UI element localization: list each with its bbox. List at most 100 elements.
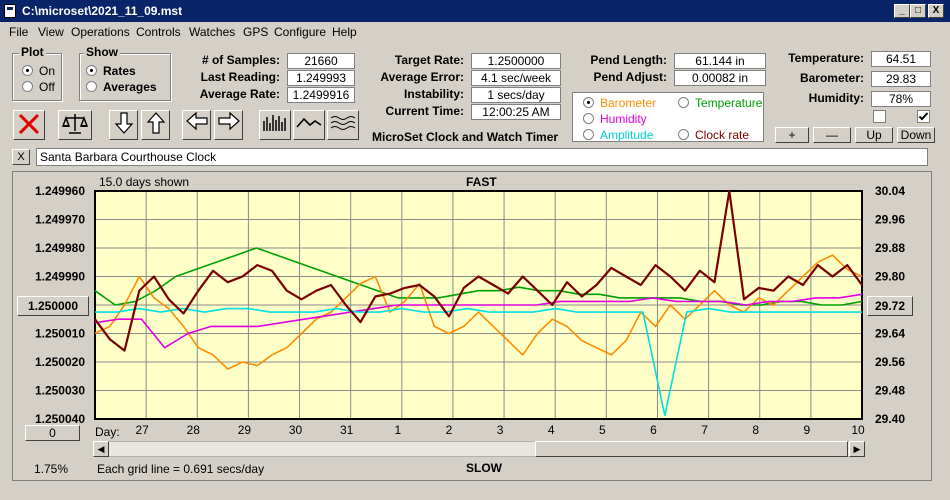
- barometer-value: 29.83: [871, 71, 931, 87]
- series-clockrate-radio[interactable]: [678, 129, 689, 140]
- line-graph-icon: [296, 117, 322, 128]
- menu-gps[interactable]: GPS: [243, 25, 269, 39]
- humidity-value: 78%: [871, 91, 931, 107]
- series-clockrate-label: Clock rate: [695, 128, 750, 142]
- maximize-button[interactable]: □: [910, 4, 926, 18]
- close-button[interactable]: X: [928, 4, 944, 18]
- samples-label: # of Samples:: [201, 53, 280, 67]
- stop-button[interactable]: [13, 110, 45, 140]
- slow-label: SLOW: [466, 461, 502, 475]
- down-arrow-button[interactable]: [109, 110, 138, 140]
- center-rate-button[interactable]: 1.250000: [17, 296, 89, 316]
- series-line-amplitude: [95, 307, 862, 417]
- clock-name-field[interactable]: Santa Barbara Courthouse Clock: [36, 148, 928, 166]
- instability-value: 1 secs/day: [471, 87, 561, 103]
- series-temperature-label: Temperature: [695, 96, 763, 110]
- fast-label: FAST: [466, 175, 497, 189]
- plot-off-radio[interactable]: [22, 81, 33, 92]
- right-axis-tick-label: 29.88: [875, 241, 905, 255]
- current-time-label: Current Time:: [385, 104, 464, 118]
- arrow-up-icon: [146, 112, 165, 134]
- plot-panel: [12, 171, 932, 481]
- series-select-panel: [572, 92, 764, 142]
- balance-button[interactable]: [58, 110, 92, 140]
- grid-note-label: Each grid line = 0.691 secs/day: [97, 462, 265, 476]
- app-icon: [4, 4, 16, 18]
- samples-value: 21660: [287, 53, 355, 69]
- percent-label: 1.75%: [34, 462, 69, 476]
- pend-adjust-label: Pend Adjust:: [593, 70, 667, 84]
- right-axis-tick-label: 29.40: [875, 412, 905, 426]
- plot-on-label: On: [39, 64, 56, 78]
- pend-length-label: Pend Length:: [590, 53, 667, 67]
- wave-icon: [330, 116, 356, 130]
- menu-configure[interactable]: Configure: [274, 25, 327, 39]
- scale-minus-button[interactable]: —: [813, 127, 851, 143]
- menu-controls[interactable]: Controls: [136, 25, 181, 39]
- scale-down-button[interactable]: Down: [897, 127, 935, 143]
- balance-scale-icon: [61, 114, 89, 134]
- minimize-button[interactable]: _: [894, 4, 910, 18]
- line-graph-button[interactable]: [293, 110, 325, 140]
- x-axis-tick-label: 7: [701, 423, 708, 437]
- series-temperature-radio[interactable]: [678, 97, 689, 108]
- menu-file[interactable]: File: [9, 25, 29, 39]
- last-reading-label: Last Reading:: [200, 70, 280, 84]
- right-axis-tick-label: 29.80: [875, 270, 905, 284]
- scroll-thumb[interactable]: [535, 441, 848, 457]
- menu-view[interactable]: View: [38, 25, 64, 39]
- arrow-right-icon: [217, 111, 240, 131]
- series-line-humidity: [94, 293, 863, 349]
- zero-button[interactable]: 0: [25, 425, 80, 441]
- wave-graph-button[interactable]: [327, 110, 359, 140]
- menu-watches[interactable]: Watches: [189, 25, 236, 39]
- series-barometer-label: Barometer: [600, 96, 657, 110]
- up-arrow-button[interactable]: [141, 110, 170, 140]
- left-axis-tick-label: 1.249960: [35, 184, 85, 198]
- series-amplitude-radio[interactable]: [583, 129, 594, 140]
- series-humidity-radio[interactable]: [583, 113, 594, 124]
- scroll-left-arrow-icon[interactable]: ◀: [93, 441, 109, 457]
- last-reading-value: 1.249993: [287, 70, 355, 86]
- target-rate-value: 1.2500000: [471, 53, 561, 69]
- menu-help[interactable]: Help: [332, 25, 357, 39]
- left-axis-tick-label: 1.250040: [35, 412, 85, 426]
- show-rates-radio[interactable]: [86, 65, 97, 76]
- left-axis-tick-label: 1.250010: [35, 327, 85, 341]
- plot-off-label: Off: [39, 80, 55, 94]
- plot-group-title: Plot: [19, 45, 46, 59]
- right-axis-tick-label: 29.48: [875, 384, 905, 398]
- average-rate-value: 1.2499916: [287, 87, 355, 103]
- right-arrow-button[interactable]: [214, 110, 243, 140]
- checkmark-icon: [918, 112, 929, 121]
- histogram-button[interactable]: [259, 110, 291, 140]
- x-axis-tick-label: 29: [238, 423, 252, 437]
- right-axis-tick-label: 30.04: [875, 184, 905, 198]
- scale-plus-button[interactable]: +: [775, 127, 809, 143]
- left-arrow-button[interactable]: [182, 110, 211, 140]
- menu-operations[interactable]: Operations: [71, 25, 130, 39]
- series-humidity-label: Humidity: [600, 112, 647, 126]
- option-checkbox-2[interactable]: [917, 110, 930, 123]
- plot-on-radio[interactable]: [22, 65, 33, 76]
- arrow-left-icon: [185, 111, 208, 131]
- x-axis-tick-label: 1: [394, 423, 401, 437]
- left-axis-tick-label: 1.249980: [35, 241, 85, 255]
- scale-up-button[interactable]: Up: [855, 127, 893, 143]
- scroll-right-arrow-icon[interactable]: ▶: [849, 441, 865, 457]
- show-averages-radio[interactable]: [86, 81, 97, 92]
- right-scale-button[interactable]: 29.72: [867, 296, 913, 316]
- temperature-value: 64.51: [871, 51, 931, 67]
- series-barometer-radio[interactable]: [583, 97, 594, 108]
- x-axis-tick-label: 5: [599, 423, 606, 437]
- average-rate-label: Average Rate:: [199, 87, 280, 101]
- x-axis-tick-label: 4: [548, 423, 555, 437]
- title-bar: C:\microset\2021_11_09.mst _ □ X: [0, 0, 950, 22]
- days-shown-label: 15.0 days shown: [99, 175, 190, 189]
- option-checkbox-1[interactable]: [873, 110, 886, 123]
- x-axis-tick-label: 31: [340, 423, 354, 437]
- arrow-down-icon: [114, 112, 133, 134]
- clear-clock-button[interactable]: X: [12, 149, 30, 165]
- bar-graph-icon: [263, 115, 286, 131]
